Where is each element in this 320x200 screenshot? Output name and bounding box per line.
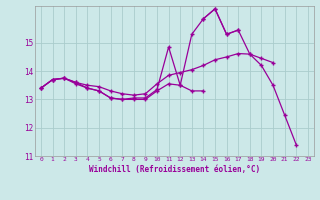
X-axis label: Windchill (Refroidissement éolien,°C): Windchill (Refroidissement éolien,°C) [89,165,260,174]
